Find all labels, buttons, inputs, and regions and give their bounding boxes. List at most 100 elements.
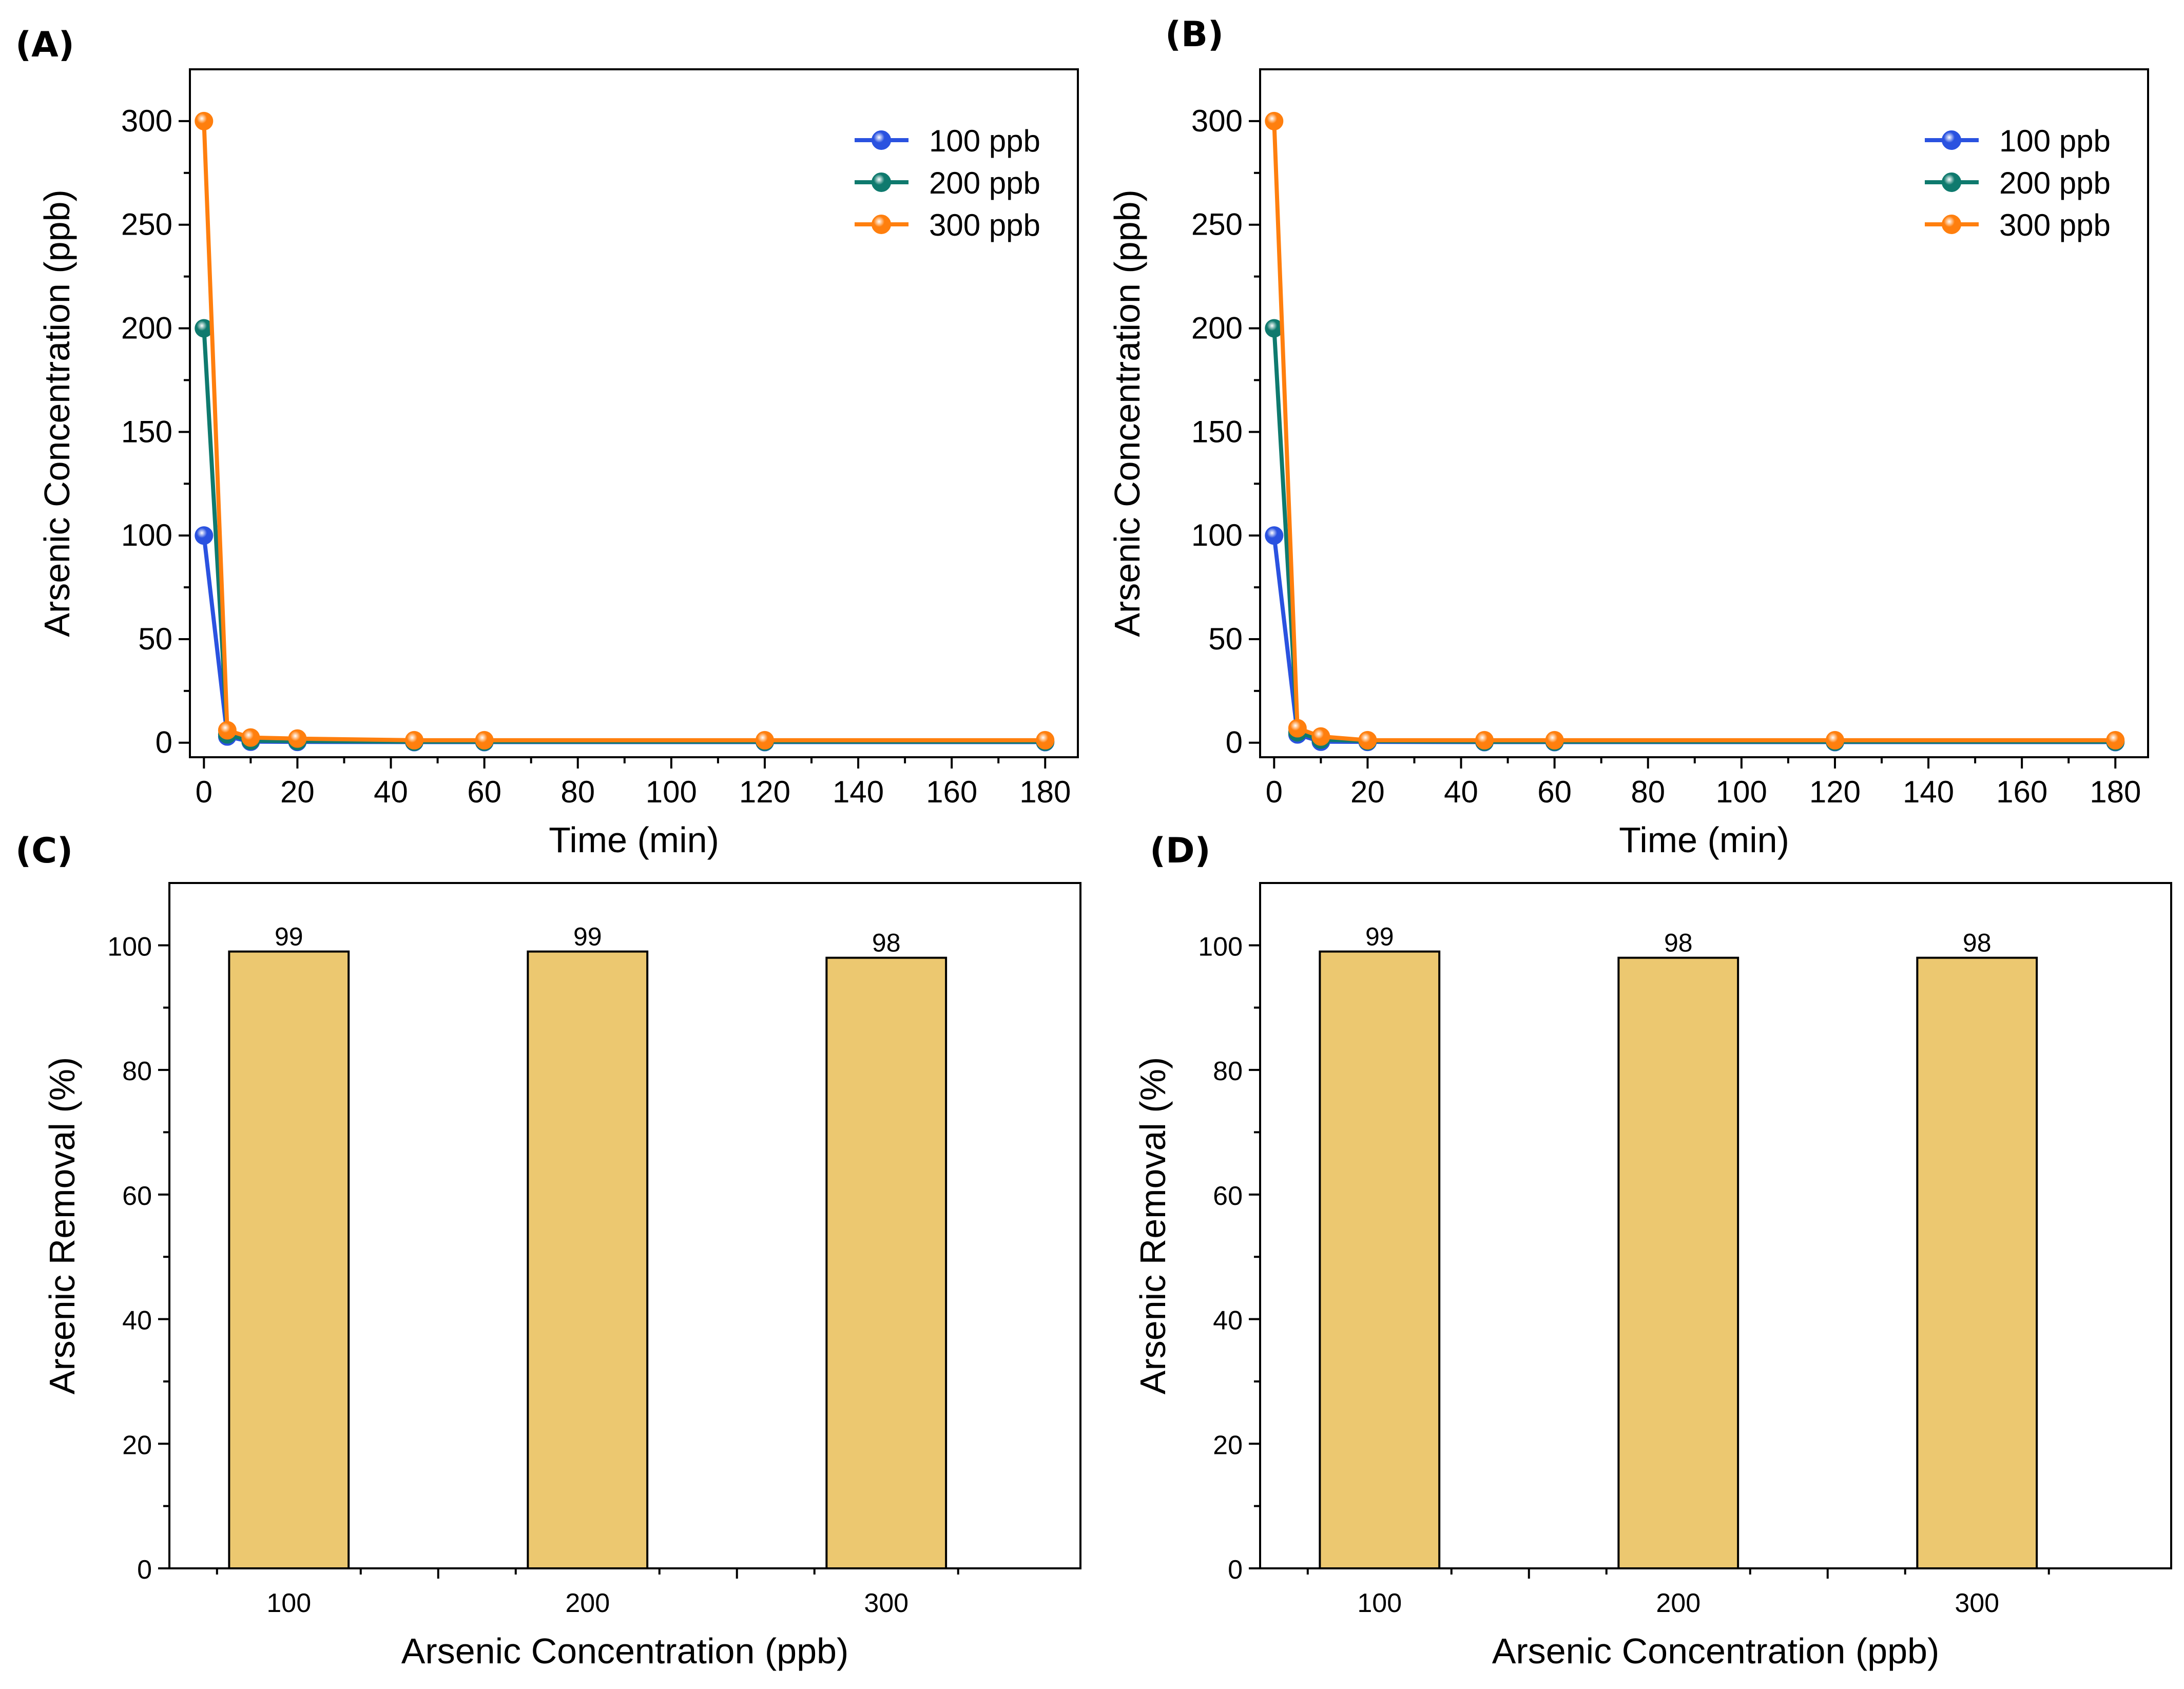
x-axis-title: Arsenic Concentration (ppb) [1492,1631,1940,1671]
bar-data-label: 98 [1963,929,1992,957]
y-axis-title: Arsenic Removal (%) [1133,1057,1173,1394]
x-tick-label: 100 [1357,1588,1402,1618]
data-point [1265,526,1284,545]
y-tick-label: 20 [1213,1430,1243,1460]
x-tick-label: 60 [467,775,501,809]
legend-marker [1942,172,1961,192]
y-tick-label: 150 [1191,414,1243,449]
x-tick-label: 200 [565,1588,610,1618]
y-tick-label: 250 [1191,207,1243,242]
y-tick-label: 200 [121,311,172,346]
bar-200 [527,950,649,1569]
y-tick-label: 100 [107,932,152,962]
bar-data-label: 98 [1664,929,1693,957]
legend-label: 100 ppb [1999,124,2111,158]
x-tick-label: 180 [2090,775,2141,809]
data-point [755,731,774,750]
panel-label: (B) [1165,14,1224,55]
legend-label: 200 ppb [1999,166,2111,200]
y-tick-label: 20 [122,1430,152,1460]
x-tick-label: 100 [266,1588,311,1618]
y-tick-label: 50 [1208,622,1243,656]
legend-marker [1942,215,1961,234]
x-tick-label: 200 [1656,1588,1700,1618]
bar-100 [1319,950,1441,1569]
bar-100 [228,950,350,1569]
data-point [1311,727,1330,746]
panel-label: (C) [15,831,73,871]
y-tick-label: 0 [156,725,172,760]
legend-label: 300 ppb [929,208,1040,242]
y-tick-label: 50 [138,622,172,656]
y-tick-label: 40 [1213,1306,1243,1336]
legend-label: 300 ppb [1999,208,2111,242]
data-point [1036,731,1055,750]
y-axis-title: Arsenic Concentration (ppb) [1107,189,1147,637]
data-point [2106,731,2125,750]
y-tick-label: 100 [1198,932,1243,962]
x-tick-label: 300 [1955,1588,1999,1618]
data-point [1825,731,1844,750]
data-point [475,731,494,750]
x-tick-label: 300 [864,1588,909,1618]
x-tick-label: 180 [1019,775,1071,809]
data-point [1265,111,1284,130]
y-tick-label: 0 [137,1555,152,1585]
x-tick-label: 60 [1537,775,1572,809]
x-tick-label: 40 [374,775,408,809]
data-point [195,111,214,130]
data-point [195,526,214,545]
x-tick-label: 100 [646,775,697,809]
x-tick-label: 140 [833,775,884,809]
panel-label: (D) [1150,831,1211,871]
x-tick-label: 120 [1809,775,1861,809]
series-line-2 [202,328,1046,744]
x-tick-label: 80 [561,775,595,809]
bar-200 [1617,956,1740,1569]
series-line-3 [1272,121,2116,742]
y-tick-label: 0 [1228,1555,1243,1585]
data-point [1545,731,1564,750]
data-point [1358,731,1377,750]
legend-marker [872,172,891,192]
x-tick-label: 100 [1716,775,1767,809]
y-axis-title: Arsenic Removal (%) [42,1057,82,1394]
bar-300 [1916,956,2038,1569]
series-line-2 [1272,328,2116,744]
y-tick-label: 100 [121,518,172,552]
legend-label: 200 ppb [929,166,1040,200]
x-tick-label: 0 [196,775,212,809]
data-point [405,731,424,750]
y-axis-title: Arsenic Concentration (ppb) [37,189,77,637]
x-tick-label: 20 [1350,775,1385,809]
data-point [241,728,260,747]
legend-marker [872,130,891,150]
y-tick-label: 80 [1213,1057,1243,1086]
x-tick-label: 140 [1903,775,1954,809]
x-tick-label: 20 [280,775,315,809]
x-axis-title: Time (min) [1619,820,1789,860]
plot-frame [1259,68,2149,758]
series-line-3 [202,121,1046,742]
bar-300 [825,956,948,1569]
x-tick-label: 40 [1444,775,1478,809]
y-tick-label: 40 [122,1306,152,1336]
y-tick-label: 300 [1191,104,1243,138]
legend-marker [872,215,891,234]
x-tick-label: 120 [739,775,790,809]
x-tick-label: 80 [1631,775,1665,809]
y-tick-label: 80 [122,1057,152,1086]
data-point [288,729,307,748]
bar-data-label: 99 [573,923,602,951]
panel-label: (A) [15,25,74,65]
y-tick-label: 150 [121,414,172,449]
x-axis-title: Time (min) [549,820,719,860]
series-line-1 [202,535,1046,744]
y-tick-label: 300 [121,104,172,138]
data-point [1475,731,1494,750]
series-line-1 [1272,535,2116,744]
bar-data-label: 99 [1365,923,1394,951]
